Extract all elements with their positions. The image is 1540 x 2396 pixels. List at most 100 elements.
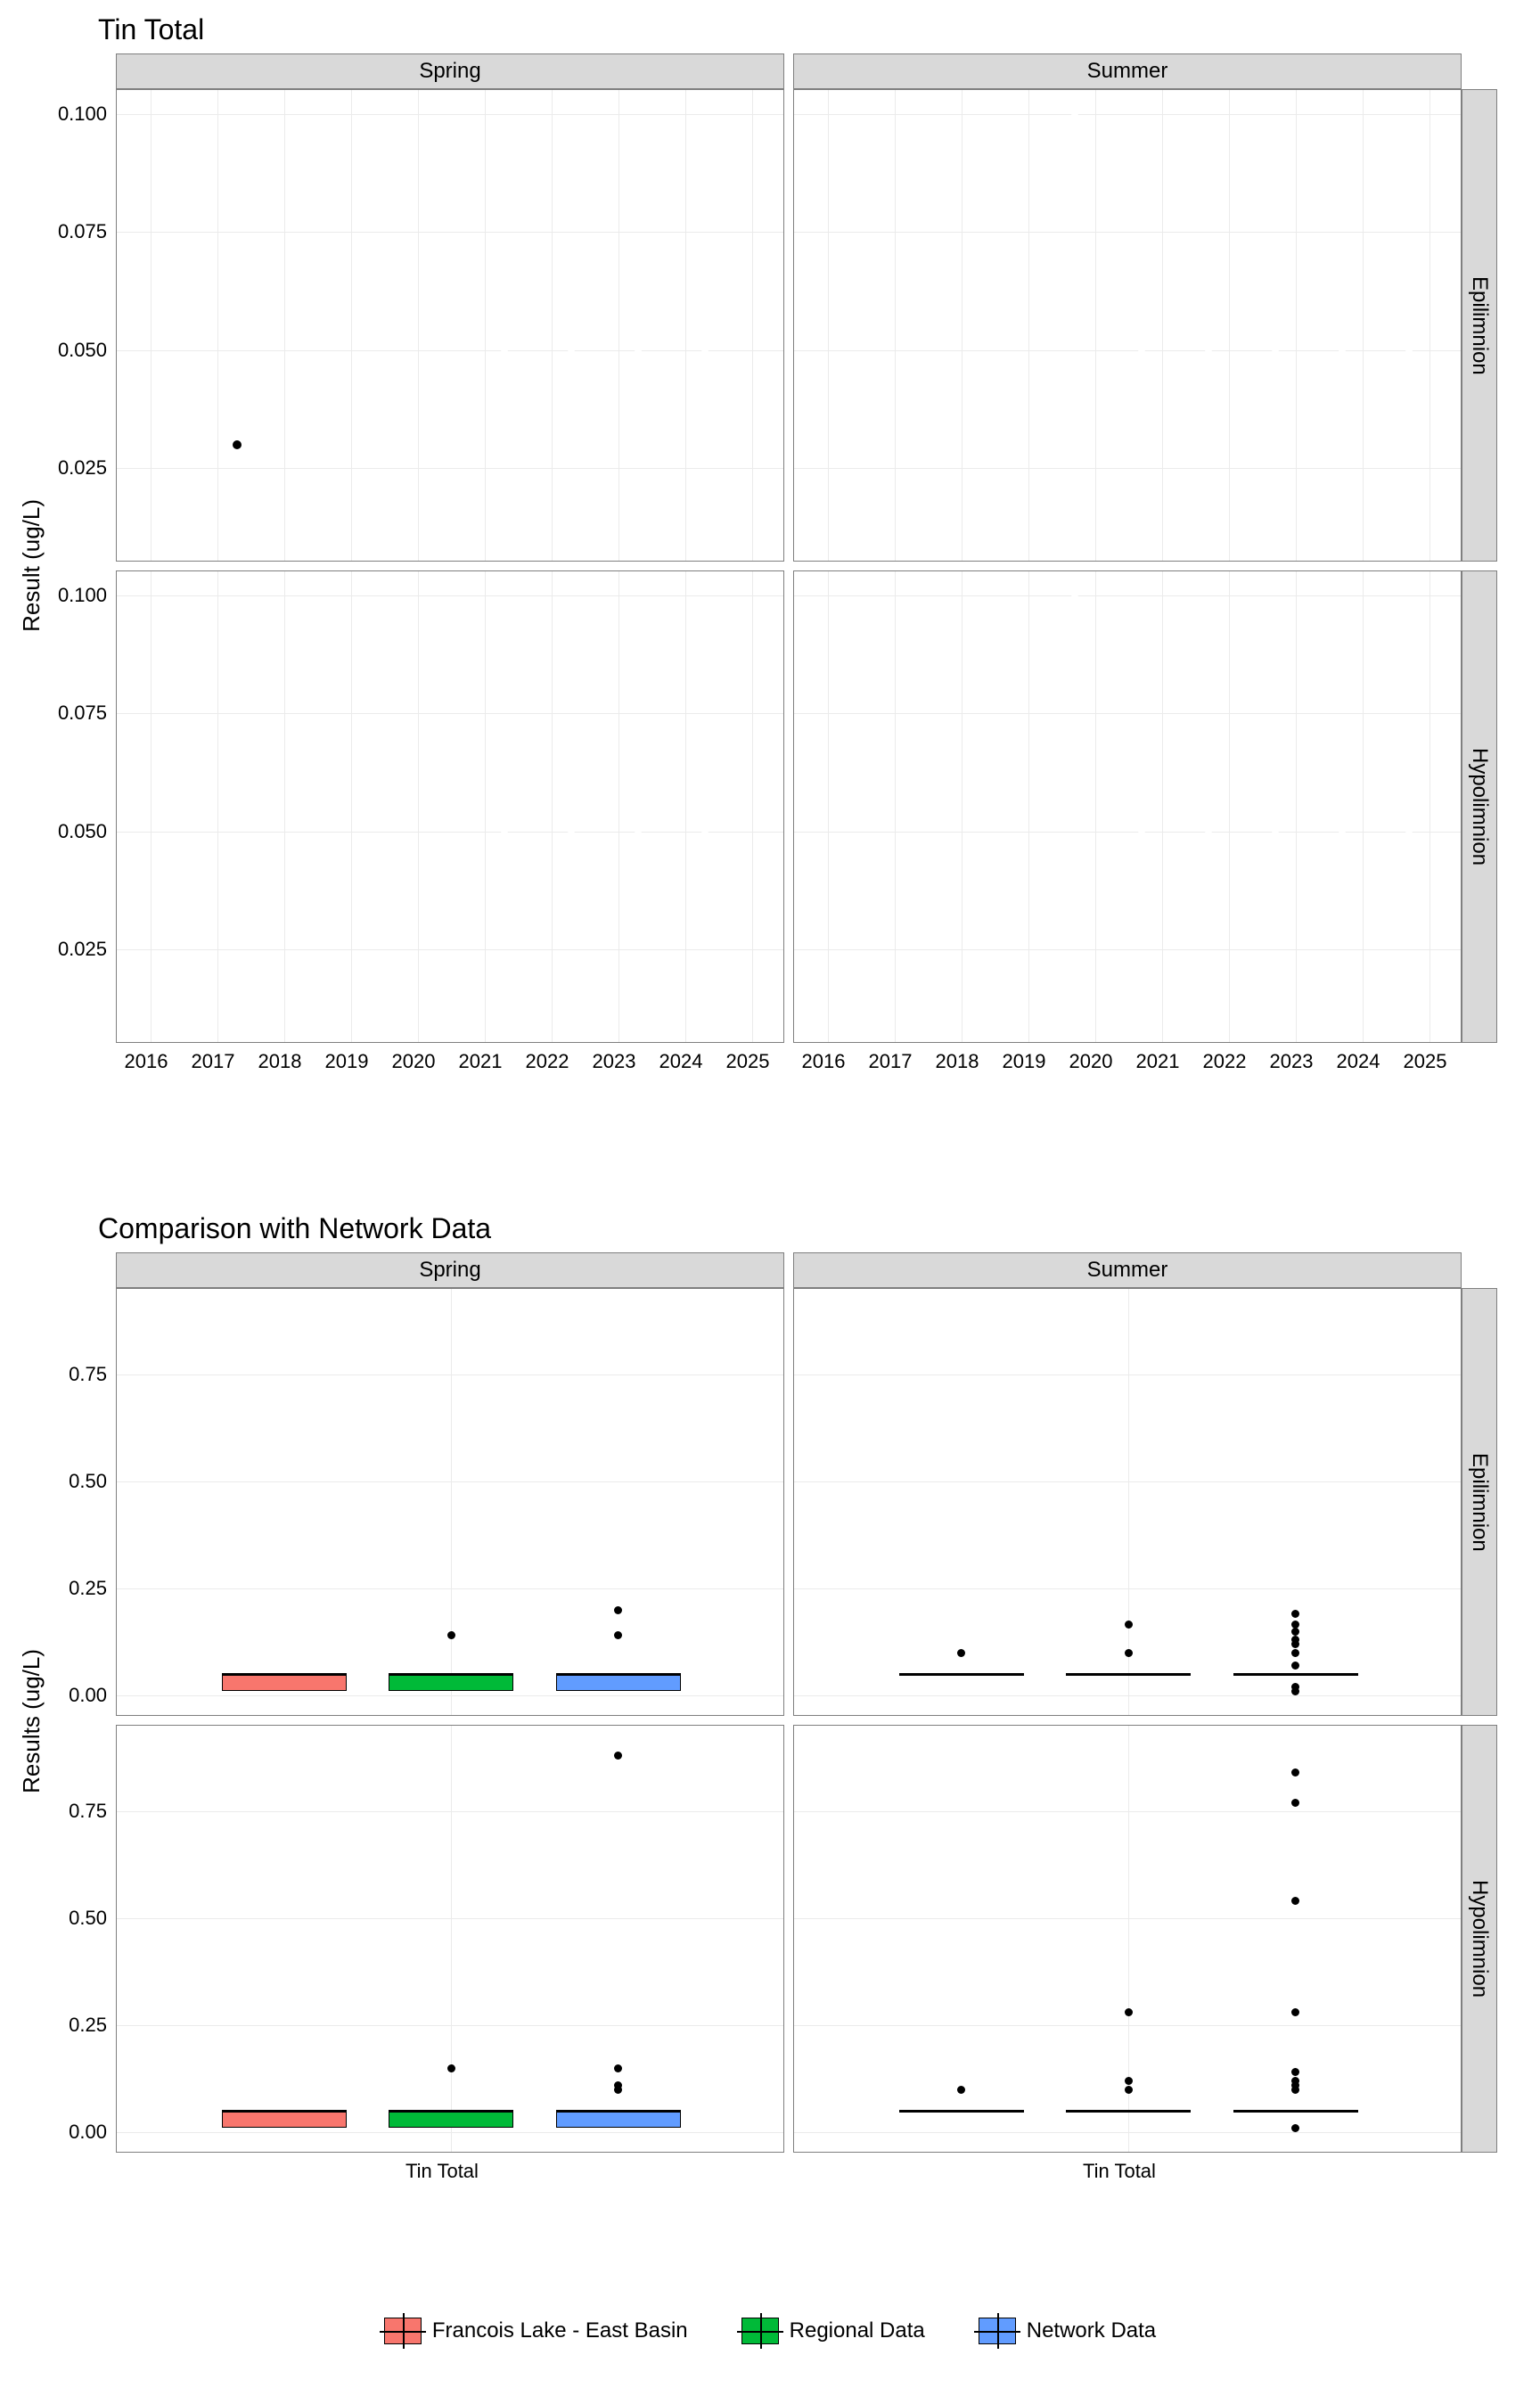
y-tick-label: 0.100 [49,103,107,126]
y-tick-label: 0.050 [49,820,107,843]
boxplot-box [389,1674,513,1691]
open-triangle-marker [631,344,645,357]
strip2-col-spring: Spring [116,1252,784,1288]
open-triangle-marker [1402,344,1416,357]
outlier-point [614,2086,622,2094]
outlier-point [1291,2008,1299,2016]
open-triangle-marker [1201,344,1216,357]
panel2-summer-hypo [793,1725,1462,2153]
y-tick-label: 0.75 [58,1363,107,1386]
x-tick-label: 2025 [726,1050,770,1073]
legend-label-1: Regional Data [790,2318,925,2343]
strip-col-summer: Summer [793,53,1462,89]
open-triangle-marker [564,344,578,357]
open-triangle-marker [364,1014,378,1027]
x-tick-label: 2021 [459,1050,503,1073]
x-tick-label: 2023 [1270,1050,1314,1073]
outlier-point [1125,2077,1133,2085]
legend-label-0: Francois Lake - East Basin [432,2318,688,2343]
outlier-point [614,1752,622,1760]
outlier-point [447,1631,455,1639]
outlier-point [614,2064,622,2072]
panel-spring-hypo [116,570,784,1043]
legend-item-2: Network Data [979,2318,1156,2344]
x-tick-label: 2019 [325,1050,369,1073]
panel2-spring-epi [116,1288,784,1716]
open-triangle-marker [364,528,378,540]
x-tick-label: Tin Total [405,2160,479,2183]
y-tick-label: 0.25 [58,1577,107,1600]
outlier-point [1291,2068,1299,2076]
x-tick-label: 2020 [392,1050,436,1073]
y-tick-label: 0.050 [49,339,107,362]
strip2-row-epi: Epilimnion [1462,1288,1497,1716]
x-tick-label: 2017 [192,1050,235,1073]
boxplot-box [556,2111,681,2128]
x-tick-label: 2016 [802,1050,846,1073]
y-tick-label: 0.100 [49,584,107,607]
x-tick-label: Tin Total [1083,2160,1156,2183]
panel-summer-epi [793,89,1462,562]
open-triangle-marker [1135,825,1149,838]
open-triangle-marker [1335,825,1349,838]
outlier-point [1125,2008,1133,2016]
x-tick-label: 2020 [1069,1050,1113,1073]
outlier-point [957,1649,965,1657]
open-triangle-marker [698,825,712,838]
chart2-title: Comparison with Network Data [98,1212,491,1245]
open-triangle-marker [1402,825,1416,838]
boxplot-box [222,1674,347,1691]
x-tick-label: 2021 [1136,1050,1180,1073]
outlier-point [1291,1628,1299,1636]
y-tick-label: 0.025 [49,456,107,480]
open-triangle-marker [1068,589,1082,602]
x-tick-label: 2024 [1337,1050,1380,1073]
legend-key-1 [741,2318,779,2344]
strip-row-epi: Epilimnion [1462,89,1497,562]
x-tick-label: 2017 [869,1050,913,1073]
strip2-row-hypo: Hypolimnion [1462,1725,1497,2153]
legend-item-0: Francois Lake - East Basin [384,2318,688,2344]
x-tick-label: 2022 [1203,1050,1247,1073]
legend: Francois Lake - East Basin Regional Data… [0,2318,1540,2344]
open-triangle-marker [631,825,645,838]
x-tick-label: 2024 [659,1050,703,1073]
outlier-point [1291,1799,1299,1807]
chart2-facet-grid: Spring Summer Epilimnion Hypolimnion 0.0… [116,1252,1506,2215]
legend-item-1: Regional Data [741,2318,925,2344]
y-tick-label: 0.50 [58,1470,107,1493]
strip2-col-summer: Summer [793,1252,1462,1288]
outlier-point [1291,1768,1299,1776]
open-triangle-marker [163,528,177,540]
open-triangle-marker [297,528,311,540]
legend-label-2: Network Data [1027,2318,1156,2343]
x-tick-label: 2016 [125,1050,168,1073]
x-tick-label: 2018 [258,1050,302,1073]
open-triangle-marker [1201,825,1216,838]
x-tick-label: 2018 [936,1050,979,1073]
y-tick-label: 0.75 [58,1800,107,1823]
x-tick-label: 2022 [526,1050,569,1073]
open-triangle-marker [1335,344,1349,357]
outlier-point [1125,1649,1133,1657]
open-triangle-marker [497,344,512,357]
outlier-point [447,2064,455,2072]
y-tick-label: 0.50 [58,1907,107,1930]
panel2-summer-epi [793,1288,1462,1716]
outlier-point [614,1606,622,1614]
outlier-point [1291,1640,1299,1648]
boxplot-box [222,2111,347,2128]
open-triangle-marker [1268,344,1282,357]
y-tick-label: 0.025 [49,938,107,961]
outlier-point [614,1631,622,1639]
x-tick-label: 2023 [593,1050,636,1073]
x-tick-label: 2019 [1003,1050,1046,1073]
boxplot-box [389,2111,513,2128]
legend-key-0 [384,2318,422,2344]
outlier-point [1291,1662,1299,1670]
y-tick-label: 0.075 [49,702,107,725]
outlier-point [1291,1687,1299,1695]
outlier-point [1291,2124,1299,2132]
panel-spring-epi [116,89,784,562]
outlier-point [1291,1649,1299,1657]
